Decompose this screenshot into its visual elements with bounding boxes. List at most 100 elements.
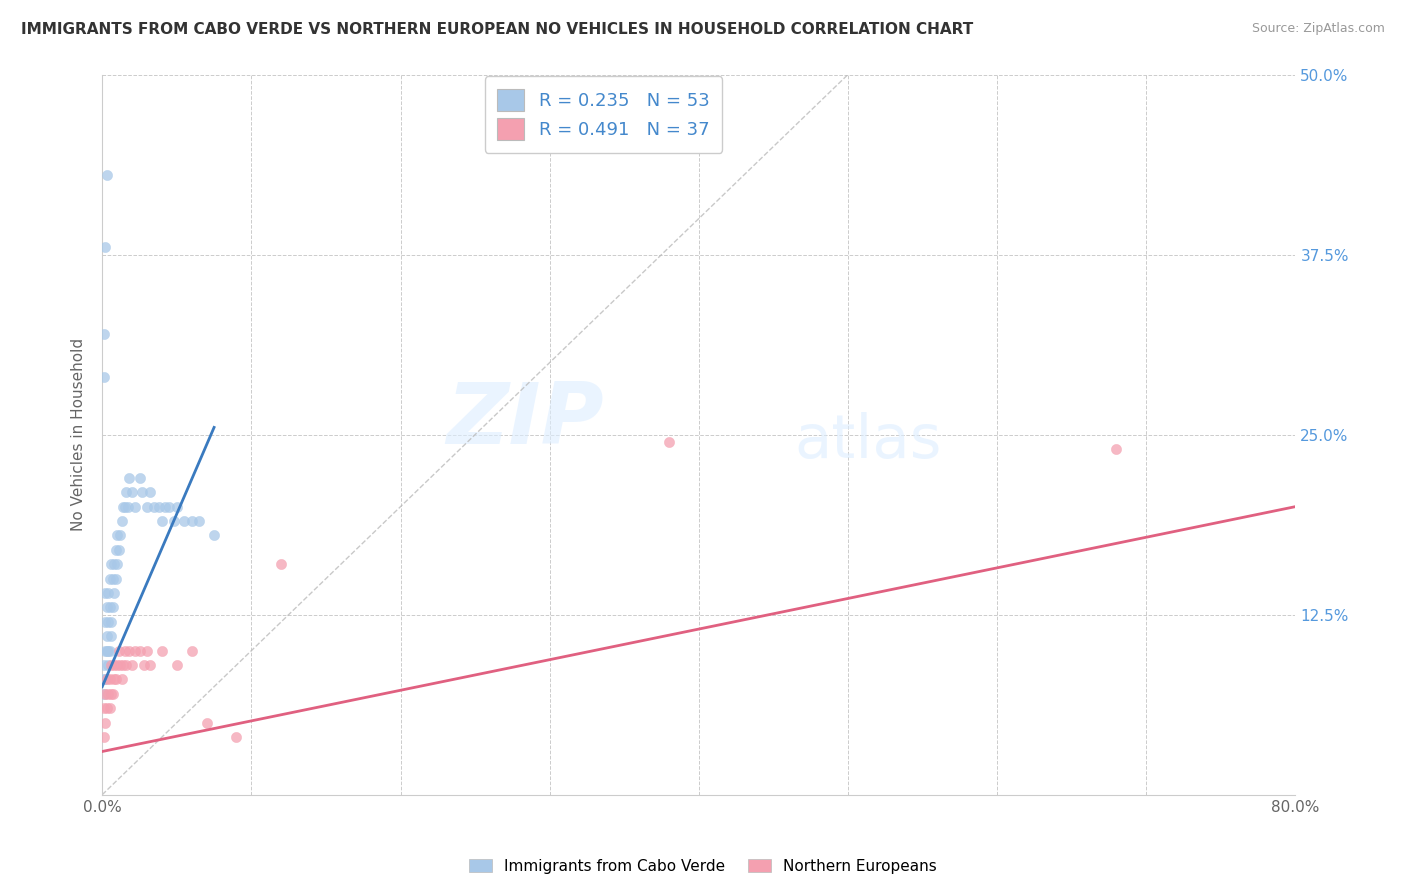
- Point: [93, 658, 115, 673]
- Point: [103, 673, 125, 687]
- Point: [121, 658, 143, 673]
- Point: [128, 471, 150, 485]
- Point: [98, 643, 121, 657]
- Point: [132, 658, 155, 673]
- Text: IMMIGRANTS FROM CABO VERDE VS NORTHERN EUROPEAN NO VEHICLES IN HOUSEHOLD CORRELA: IMMIGRANTS FROM CABO VERDE VS NORTHERN E…: [21, 22, 973, 37]
- Point: [188, 514, 211, 528]
- Point: [270, 558, 292, 572]
- Point: [94, 643, 117, 657]
- Point: [96, 600, 118, 615]
- Point: [114, 643, 136, 657]
- Point: [100, 629, 122, 643]
- Point: [93, 730, 115, 744]
- Point: [96, 643, 118, 657]
- Point: [101, 687, 124, 701]
- Point: [101, 572, 124, 586]
- Point: [136, 500, 159, 514]
- Point: [117, 500, 139, 514]
- Point: [103, 586, 125, 600]
- Point: [100, 687, 122, 701]
- Point: [101, 600, 124, 615]
- Point: [136, 643, 159, 657]
- Point: [96, 673, 118, 687]
- Point: [112, 658, 135, 673]
- Point: [180, 514, 202, 528]
- Point: [166, 500, 188, 514]
- Point: [104, 572, 127, 586]
- Point: [94, 586, 117, 600]
- Point: [103, 558, 125, 572]
- Point: [93, 370, 115, 384]
- Point: [97, 658, 120, 673]
- Point: [93, 326, 115, 341]
- Point: [128, 643, 150, 657]
- Point: [118, 643, 141, 657]
- Point: [104, 673, 127, 687]
- Point: [107, 643, 129, 657]
- Point: [98, 600, 121, 615]
- Point: [112, 500, 135, 514]
- Point: [94, 687, 117, 701]
- Point: [100, 615, 122, 629]
- Point: [96, 701, 118, 715]
- Point: [153, 500, 176, 514]
- Point: [157, 500, 180, 514]
- Point: [118, 471, 141, 485]
- Point: [97, 643, 120, 657]
- Point: [166, 658, 188, 673]
- Point: [131, 485, 153, 500]
- Text: atlas: atlas: [794, 412, 942, 471]
- Legend: Immigrants from Cabo Verde, Northern Europeans: Immigrants from Cabo Verde, Northern Eur…: [463, 853, 943, 880]
- Point: [100, 558, 122, 572]
- Text: Source: ZipAtlas.com: Source: ZipAtlas.com: [1251, 22, 1385, 36]
- Point: [658, 434, 681, 449]
- Point: [103, 658, 125, 673]
- Point: [105, 658, 128, 673]
- Point: [1105, 442, 1128, 456]
- Point: [121, 485, 143, 500]
- Point: [195, 715, 218, 730]
- Y-axis label: No Vehicles in Household: No Vehicles in Household: [72, 338, 86, 531]
- Point: [150, 643, 173, 657]
- Point: [97, 615, 120, 629]
- Text: ZIP: ZIP: [446, 379, 603, 462]
- Point: [93, 673, 115, 687]
- Legend: R = 0.235   N = 53, R = 0.491   N = 37: R = 0.235 N = 53, R = 0.491 N = 37: [485, 77, 723, 153]
- Point: [96, 169, 118, 183]
- Point: [100, 658, 122, 673]
- Point: [108, 528, 131, 542]
- Point: [96, 629, 118, 643]
- Point: [139, 658, 162, 673]
- Point: [97, 586, 120, 600]
- Point: [93, 701, 115, 715]
- Point: [98, 701, 121, 715]
- Point: [148, 500, 170, 514]
- Point: [173, 514, 195, 528]
- Point: [114, 500, 136, 514]
- Point: [94, 673, 117, 687]
- Point: [104, 542, 127, 557]
- Point: [97, 687, 120, 701]
- Point: [124, 500, 146, 514]
- Point: [139, 485, 162, 500]
- Point: [108, 658, 131, 673]
- Point: [94, 615, 117, 629]
- Point: [94, 240, 117, 254]
- Point: [225, 730, 247, 744]
- Point: [110, 514, 132, 528]
- Point: [105, 528, 128, 542]
- Point: [110, 673, 132, 687]
- Point: [150, 514, 173, 528]
- Point: [202, 528, 225, 542]
- Point: [163, 514, 186, 528]
- Point: [93, 687, 115, 701]
- Point: [98, 673, 121, 687]
- Point: [124, 643, 146, 657]
- Point: [94, 715, 117, 730]
- Point: [115, 485, 138, 500]
- Point: [105, 558, 128, 572]
- Point: [98, 572, 121, 586]
- Point: [143, 500, 166, 514]
- Point: [107, 542, 129, 557]
- Point: [180, 643, 202, 657]
